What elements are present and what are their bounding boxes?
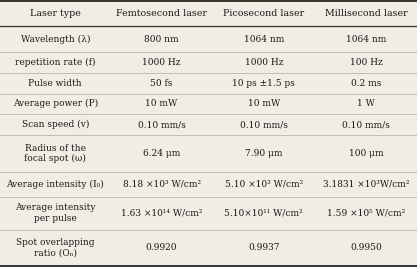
Text: 1064 nm: 1064 nm <box>346 35 386 44</box>
Text: Millisecond laser: Millisecond laser <box>324 9 407 18</box>
Text: 3.1831 ×10³W/cm²: 3.1831 ×10³W/cm² <box>323 180 409 189</box>
Text: 10 mW: 10 mW <box>146 99 178 108</box>
Text: Wavelength (λ): Wavelength (λ) <box>20 35 90 44</box>
Text: 1.63 ×10¹⁴ W/cm²: 1.63 ×10¹⁴ W/cm² <box>121 209 202 218</box>
Text: Scan speed (v): Scan speed (v) <box>22 120 89 129</box>
Text: 0.10 mm/s: 0.10 mm/s <box>138 120 186 129</box>
Text: 0.10 mm/s: 0.10 mm/s <box>342 120 390 129</box>
Text: Spot overlapping
ratio (Oₙ): Spot overlapping ratio (Oₙ) <box>16 238 95 258</box>
Text: 7.90 μm: 7.90 μm <box>245 149 282 158</box>
Text: 8.18 ×10³ W/cm²: 8.18 ×10³ W/cm² <box>123 180 201 189</box>
Text: 0.9920: 0.9920 <box>146 243 177 252</box>
Text: 0.10 mm/s: 0.10 mm/s <box>240 120 288 129</box>
Text: 50 fs: 50 fs <box>151 79 173 88</box>
Text: 100 μm: 100 μm <box>349 149 383 158</box>
Text: Average intensity
per pulse: Average intensity per pulse <box>15 203 95 223</box>
Text: Pulse width: Pulse width <box>28 79 82 88</box>
Text: 0.9937: 0.9937 <box>248 243 279 252</box>
Text: Average intensity (I₀): Average intensity (I₀) <box>6 180 104 189</box>
Text: 100 Hz: 100 Hz <box>349 58 382 67</box>
Text: 0.9950: 0.9950 <box>350 243 382 252</box>
Text: 10 mW: 10 mW <box>248 99 280 108</box>
Text: 6.24 μm: 6.24 μm <box>143 149 180 158</box>
Text: 5.10 ×10³ W/cm²: 5.10 ×10³ W/cm² <box>225 180 303 189</box>
Text: 5.10×10¹¹ W/cm²: 5.10×10¹¹ W/cm² <box>224 209 303 218</box>
Text: 10 ps ±1.5 ps: 10 ps ±1.5 ps <box>232 79 295 88</box>
Text: 1000 Hz: 1000 Hz <box>142 58 181 67</box>
Text: 1 W: 1 W <box>357 99 375 108</box>
Text: Femtosecond laser: Femtosecond laser <box>116 9 207 18</box>
Text: Picosecond laser: Picosecond laser <box>223 9 304 18</box>
Text: 0.2 ms: 0.2 ms <box>351 79 381 88</box>
Text: Average power (P): Average power (P) <box>13 99 98 108</box>
Text: 1000 Hz: 1000 Hz <box>244 58 283 67</box>
Text: repetition rate (f): repetition rate (f) <box>15 58 95 67</box>
Text: 1064 nm: 1064 nm <box>244 35 284 44</box>
Text: Radius of the
focal spot (ω): Radius of the focal spot (ω) <box>24 143 86 163</box>
Text: 1.59 ×10⁵ W/cm²: 1.59 ×10⁵ W/cm² <box>327 209 405 218</box>
Text: 800 nm: 800 nm <box>144 35 179 44</box>
Text: Laser type: Laser type <box>30 9 81 18</box>
